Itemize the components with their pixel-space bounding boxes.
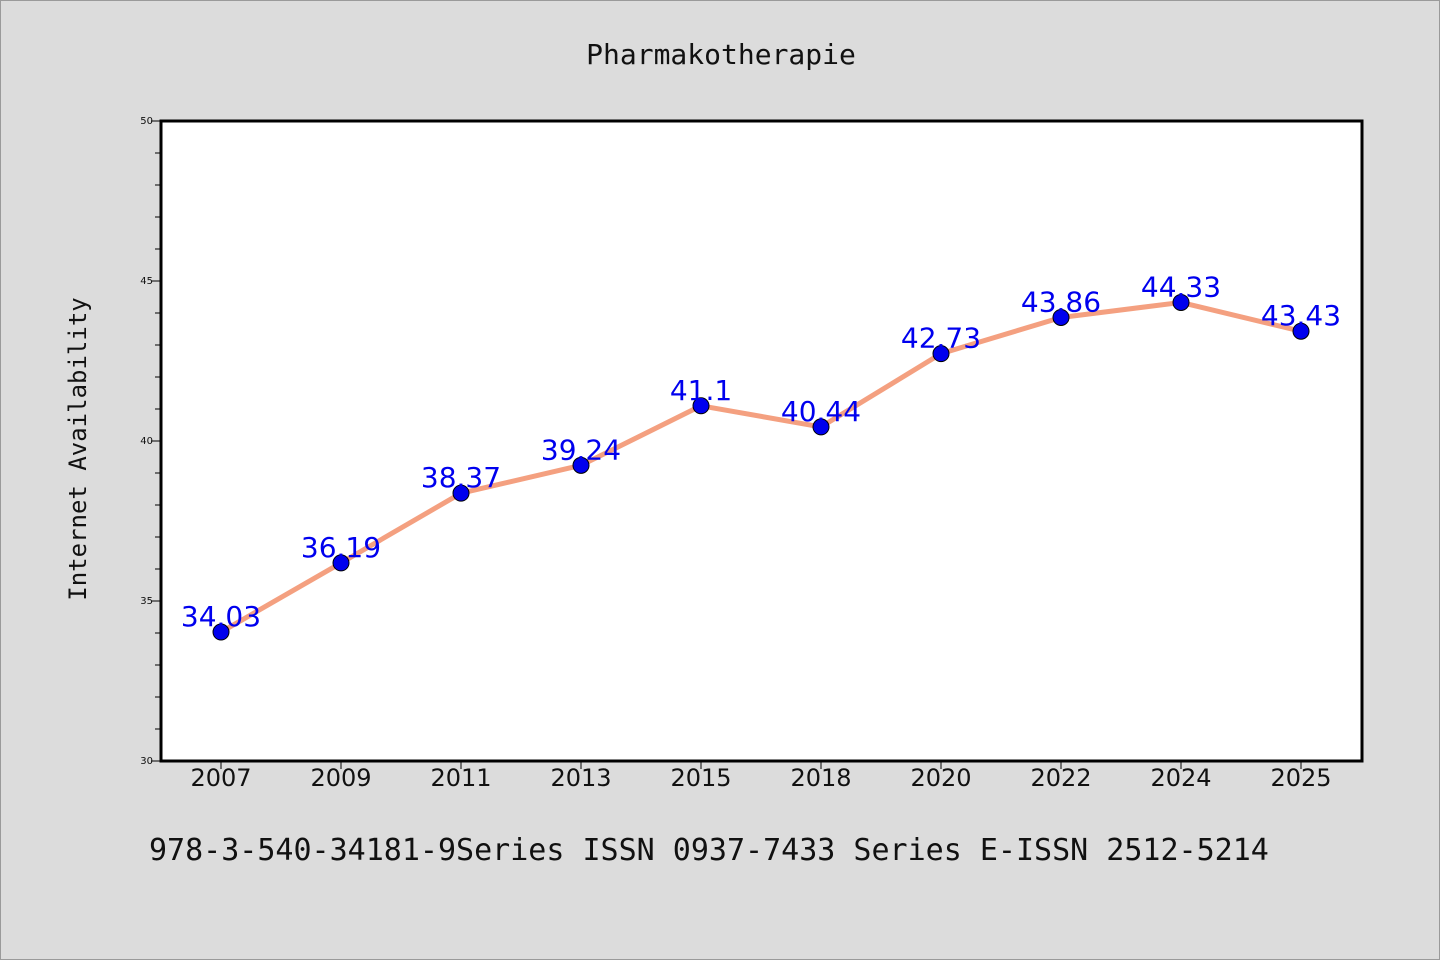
x-tick-label: 2018 (790, 764, 851, 792)
y-axis-label: Internet Availability (64, 297, 92, 600)
data-label: 43.86 (1021, 285, 1101, 318)
x-tick-label: 2011 (430, 764, 491, 792)
plot-area (159, 119, 1364, 763)
data-label: 36.19 (301, 531, 381, 564)
data-point (1052, 308, 1070, 326)
data-label: 40.44 (781, 395, 861, 428)
data-label: 42.73 (901, 322, 981, 355)
x-tick-label: 2009 (310, 764, 371, 792)
y-tick-label: 40 (140, 436, 153, 447)
y-tick-label: 30 (140, 756, 153, 767)
data-point (332, 554, 350, 572)
data-point (572, 456, 590, 474)
data-label: 38.37 (421, 461, 501, 494)
data-label: 44.33 (1141, 270, 1221, 303)
y-tick-label: 35 (140, 596, 153, 607)
footer-text: 978-3-540-34181-9Series ISSN 0937-7433 S… (149, 833, 1269, 868)
chart-title: Pharmakotherapie (586, 38, 856, 71)
data-label: 34.03 (181, 600, 261, 633)
x-axis-ticks: 2007 2009 2011 2013 2015 2018 2020 2022 2024 2025 (190, 761, 1332, 792)
data-labels: 34.03 36.19 38.37 39.24 41.1 40.44 42.73 43.86 4… (181, 270, 1341, 633)
data-point (452, 484, 470, 502)
data-label: 41.1 (670, 374, 732, 407)
x-tick-label: 2024 (1150, 764, 1211, 792)
data-markers (212, 293, 1310, 641)
x-tick-label: 2025 (1270, 764, 1331, 792)
data-label: 39.24 (541, 433, 621, 466)
x-tick-label: 2015 (670, 764, 731, 792)
data-point (212, 623, 230, 641)
y-tick-label: 45 (140, 276, 153, 287)
data-point (692, 397, 710, 415)
x-tick-label: 2013 (550, 764, 611, 792)
data-point (1172, 293, 1190, 311)
data-point (1292, 322, 1310, 340)
data-point (932, 345, 950, 363)
y-axis-ticks: 30 35 40 45 50 (140, 116, 161, 767)
data-point (812, 418, 830, 436)
y-tick-label: 50 (140, 116, 153, 127)
x-tick-label: 2020 (910, 764, 971, 792)
x-tick-label: 2007 (190, 764, 251, 792)
series-line (218, 299, 1304, 635)
data-label: 43.43 (1261, 299, 1341, 332)
x-tick-label: 2022 (1030, 764, 1091, 792)
